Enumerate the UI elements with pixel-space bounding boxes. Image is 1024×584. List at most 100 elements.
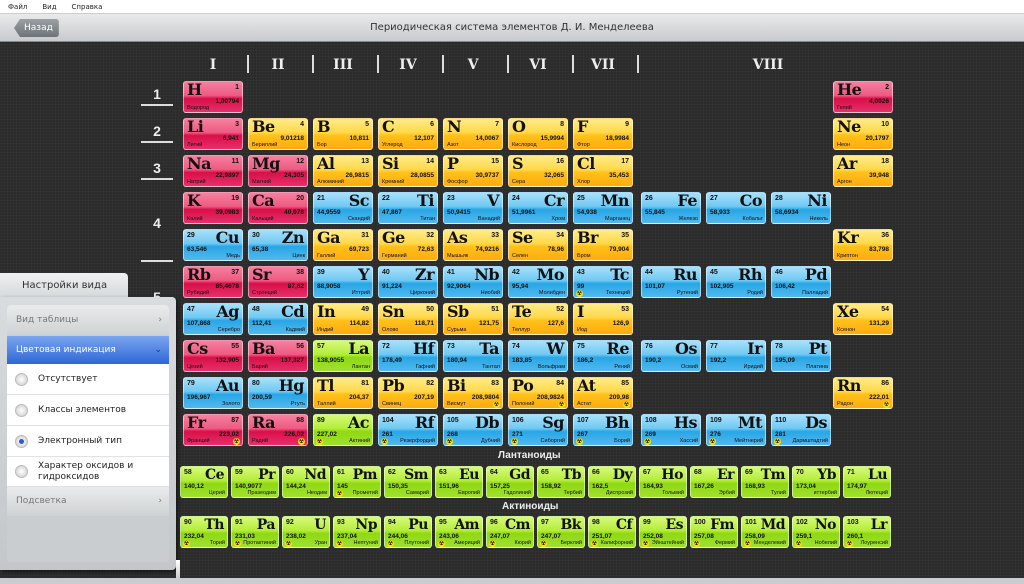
- element-cell-h[interactable]: H 1 1,00794 Водород: [183, 81, 243, 113]
- element-cell-tl[interactable]: Tl 81 204,37 Таллий: [313, 377, 373, 409]
- element-cell-w[interactable]: W 74 183,85 Вольфрам: [508, 340, 568, 372]
- element-cell-cs[interactable]: Cs 55 132,905 Цезий: [183, 340, 243, 372]
- element-cell-sr[interactable]: Sr 38 87,62 Стронций: [248, 266, 308, 298]
- element-cell-be[interactable]: Be 4 9,01218 Бериллий: [248, 118, 308, 150]
- element-cell-eu[interactable]: Eu 63 151,96 Европий: [435, 466, 483, 498]
- option-electron-type[interactable]: Электронный тип: [7, 426, 169, 457]
- element-cell-er[interactable]: Er 68 167,26 Эрбий: [690, 466, 738, 498]
- element-cell-ds[interactable]: Ds 110 281 Дармштадтий ☢: [771, 414, 831, 446]
- element-cell-mo[interactable]: Mo 42 95,94 Молибден: [508, 266, 568, 298]
- element-cell-p[interactable]: P 15 30,9737 Фосфор: [443, 155, 503, 187]
- element-cell-he[interactable]: He 2 4,0026 Гелий: [833, 81, 893, 113]
- element-cell-ir[interactable]: Ir 77 192,2 Иридий: [706, 340, 766, 372]
- element-cell-br[interactable]: Br 35 79,904 Бром: [573, 229, 633, 261]
- element-cell-la[interactable]: La 57 138,9055 Лантан: [313, 340, 373, 372]
- element-cell-fr[interactable]: Fr 87 223,02 Франций ☢: [183, 414, 243, 446]
- element-cell-hf[interactable]: Hf 72 178,49 Гафний: [378, 340, 438, 372]
- element-cell-n[interactable]: N 7 14,0067 Азот: [443, 118, 503, 150]
- section-highlight[interactable]: Подсветка ›: [7, 487, 169, 516]
- element-cell-cu[interactable]: Cu 29 63,546 Медь: [183, 229, 243, 261]
- element-cell-ta[interactable]: Ta 73 180,94 Тантал: [443, 340, 503, 372]
- element-cell-gd[interactable]: Gd 64 157,25 Гадолиний: [486, 466, 534, 498]
- element-cell-ca[interactable]: Ca 20 40,078 Кальций: [248, 192, 308, 224]
- radio-button[interactable]: [15, 403, 28, 417]
- element-cell-pb[interactable]: Pb 82 207,19 Свинец: [378, 377, 438, 409]
- element-cell-no[interactable]: No 102 259,1 Нобелий ☢: [792, 516, 840, 548]
- radio-button[interactable]: [15, 465, 28, 478]
- element-cell-rh[interactable]: Rh 45 102,905 Родий: [706, 266, 766, 298]
- element-cell-po[interactable]: Po 84 208,9824 Полоний ☢: [508, 377, 568, 409]
- element-cell-pd[interactable]: Pd 46 106,42 Палладий: [771, 266, 831, 298]
- element-cell-md[interactable]: Md 101 258,09 Менделевий ☢: [741, 516, 789, 548]
- element-cell-ru[interactable]: Ru 44 101,07 Рутений: [641, 266, 701, 298]
- element-cell-hs[interactable]: Hs 108 269 Хассий ☢: [641, 414, 701, 446]
- panel-handle[interactable]: [176, 560, 180, 578]
- settings-tab[interactable]: Настройки вида: [0, 273, 128, 299]
- element-cell-ra[interactable]: Ra 88 226,02 Радий ☢: [248, 414, 308, 446]
- element-cell-fe[interactable]: Fe 26 55,845 Железо: [641, 192, 701, 224]
- element-cell-sg[interactable]: Sg 106 271 Сиборгий ☢: [508, 414, 568, 446]
- element-cell-zr[interactable]: Zr 40 91,224 Цирконий: [378, 266, 438, 298]
- element-cell-yb[interactable]: Yb 70 173,04 иттербий: [792, 466, 840, 498]
- element-cell-xe[interactable]: Xe 54 131,29 Ксенон: [833, 303, 893, 335]
- element-cell-nb[interactable]: Nb 41 92,9064 Ниобий: [443, 266, 503, 298]
- element-cell-si[interactable]: Si 14 28,0855 Кремний: [378, 155, 438, 187]
- element-cell-ge[interactable]: Ge 32 72,63 Германий: [378, 229, 438, 261]
- section-table-view[interactable]: Вид таблицы ›: [7, 305, 169, 335]
- element-cell-bi[interactable]: Bi 83 208,9804 Висмут ☢: [443, 377, 503, 409]
- element-cell-lr[interactable]: Lr 103 260,1 Лоуренсий ☢: [843, 516, 891, 548]
- element-cell-s[interactable]: S 16 32,065 Сера: [508, 155, 568, 187]
- element-cell-nd[interactable]: Nd 60 144,24 Неодим: [282, 466, 330, 498]
- menu-view[interactable]: Вид: [42, 3, 57, 11]
- element-cell-ce[interactable]: Ce 58 140,12 Церий: [180, 466, 228, 498]
- element-cell-ne[interactable]: Ne 10 20,1797 Неон: [833, 118, 893, 150]
- element-cell-bh[interactable]: Bh 107 267 Борий ☢: [573, 414, 633, 446]
- element-cell-c[interactable]: C 6 12,107 Углерод: [378, 118, 438, 150]
- element-cell-dy[interactable]: Dy 66 162,5 Диспрозий: [588, 466, 636, 498]
- option-none[interactable]: Отсутствует: [7, 364, 169, 395]
- element-cell-hg[interactable]: Hg 80 200,59 Ртуть: [248, 377, 308, 409]
- element-cell-cf[interactable]: Cf 98 251,07 Калифорний ☢: [588, 516, 636, 548]
- element-cell-v[interactable]: V 23 50,9415 Ванадий: [443, 192, 503, 224]
- element-cell-ac[interactable]: Ac 89 227,02 Актиний ☢: [313, 414, 373, 446]
- element-cell-na[interactable]: Na 11 22,9897 Натрий: [183, 155, 243, 187]
- element-cell-sc[interactable]: Sc 21 44,9559 Скандий: [313, 192, 373, 224]
- element-cell-am[interactable]: Am 95 243,06 Америций ☢: [435, 516, 483, 548]
- element-cell-au[interactable]: Au 79 196,967 Золото: [183, 377, 243, 409]
- element-cell-zn[interactable]: Zn 30 65,38 Цинк: [248, 229, 308, 261]
- element-cell-fm[interactable]: Fm 100 257,08 Фермий ☢: [690, 516, 738, 548]
- element-cell-u[interactable]: U 92 238,02 Уран ☢: [282, 516, 330, 548]
- element-cell-pa[interactable]: Pa 91 231,03 Протактиний ☢: [231, 516, 279, 548]
- option-element-classes[interactable]: Классы элементов: [7, 395, 169, 426]
- option-oxides-character[interactable]: Характер оксидов и гидроксидов: [7, 457, 169, 487]
- element-cell-re[interactable]: Re 75 186,2 Рений: [573, 340, 633, 372]
- element-cell-li[interactable]: Li 3 6,941 Литий: [183, 118, 243, 150]
- element-cell-sb[interactable]: Sb 51 121,75 Сурьма: [443, 303, 503, 335]
- element-cell-b[interactable]: B 5 10,811 Бор: [313, 118, 373, 150]
- element-cell-te[interactable]: Te 52 127,6 Теллур: [508, 303, 568, 335]
- element-cell-sm[interactable]: Sm 62 150,35 Самарий: [384, 466, 432, 498]
- back-button[interactable]: Назад: [14, 19, 59, 37]
- element-cell-np[interactable]: Np 93 237,04 Нептуний ☢: [333, 516, 381, 548]
- element-cell-pt[interactable]: Pt 78 195,09 Платина: [771, 340, 831, 372]
- section-color-indication[interactable]: Цветовая индикация ⌄: [7, 336, 169, 364]
- element-cell-os[interactable]: Os 76 190,2 Осмий: [641, 340, 701, 372]
- element-cell-kr[interactable]: Kr 36 83,798 Криптон: [833, 229, 893, 261]
- element-cell-bk[interactable]: Bk 97 247,07 Берклий ☢: [537, 516, 585, 548]
- element-cell-se[interactable]: Se 34 78,96 Селен: [508, 229, 568, 261]
- menu-file[interactable]: Файл: [8, 3, 28, 11]
- element-cell-mt[interactable]: Mt 109 276 Мейтнерий ☢: [706, 414, 766, 446]
- element-cell-ti[interactable]: Ti 22 47,867 Титан: [378, 192, 438, 224]
- element-cell-tc[interactable]: Tc 43 99 Технеций ☢: [573, 266, 633, 298]
- element-cell-ga[interactable]: Ga 31 69,723 Галлий: [313, 229, 373, 261]
- menu-help[interactable]: Справка: [71, 3, 103, 11]
- element-cell-cl[interactable]: Cl 17 35,453 Хлор: [573, 155, 633, 187]
- element-cell-as[interactable]: As 33 74,9216 Мышьяк: [443, 229, 503, 261]
- element-cell-al[interactable]: Al 13 26,9815 Алюминий: [313, 155, 373, 187]
- element-cell-co[interactable]: Co 27 58,933 Кобальт: [706, 192, 766, 224]
- element-cell-rb[interactable]: Rb 37 85,4678 Рубидий: [183, 266, 243, 298]
- radio-button[interactable]: [15, 372, 28, 386]
- element-cell-ho[interactable]: Ho 67 164,93 Гольмий: [639, 466, 687, 498]
- element-cell-pm[interactable]: Pm 61 145 Прометий ☢: [333, 466, 381, 498]
- element-cell-es[interactable]: Es 99 252,08 Эйнштейний ☢: [639, 516, 687, 548]
